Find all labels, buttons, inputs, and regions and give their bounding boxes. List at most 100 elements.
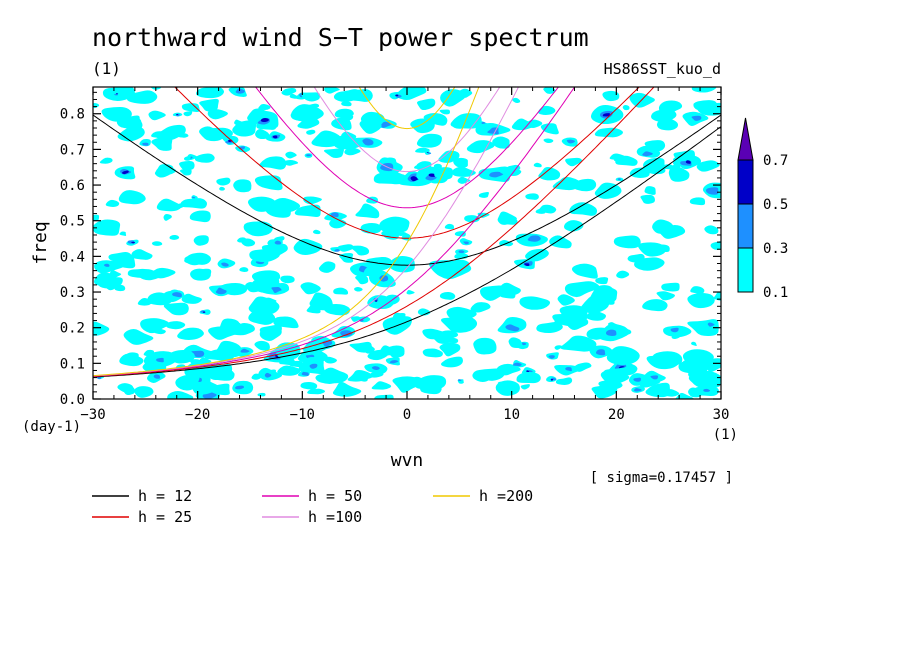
y-tick-label: 0.7 (60, 142, 85, 158)
contour-patch (323, 148, 344, 158)
y-axis-label: freq (30, 221, 51, 264)
contour-patch (102, 277, 123, 291)
contour-patch (470, 302, 491, 313)
contour-patch (272, 135, 278, 139)
contour-patch (508, 337, 523, 349)
contour-patch (312, 229, 321, 235)
contour-patch (293, 238, 323, 255)
contour-patch (367, 349, 389, 361)
contour-patch (559, 177, 582, 190)
contour-patch (235, 88, 245, 94)
contour-patch (284, 159, 299, 166)
contour-patch (379, 216, 410, 233)
contour-patch (198, 357, 212, 364)
contour-patch (257, 392, 266, 397)
contour-patch (652, 219, 674, 234)
contour-patch (199, 98, 219, 112)
contour-patch (183, 111, 193, 117)
contour-patch (243, 221, 273, 237)
contour-patch (93, 321, 110, 336)
contour-patch (362, 138, 374, 146)
contour-patch (543, 138, 554, 144)
contour-patch (573, 362, 592, 372)
contour-patch (449, 259, 470, 275)
contour-patch (355, 274, 369, 285)
contour-patch (324, 87, 340, 94)
contour-patch (274, 240, 282, 245)
contour-patch (393, 174, 406, 183)
contour-patch (670, 327, 679, 333)
contour-patch (337, 244, 354, 252)
contour-patch (184, 255, 207, 266)
contour-patch (516, 371, 541, 384)
contour-patch (290, 104, 324, 122)
x-tick-label: 10 (503, 407, 520, 423)
contour-patch (101, 106, 132, 122)
contour-patch (277, 365, 301, 376)
contour-patch (569, 202, 598, 216)
y-tick-label: 0.5 (60, 214, 85, 230)
contour-patch (289, 360, 304, 368)
contour-patch (642, 299, 668, 312)
contour-patch (466, 140, 495, 154)
contour-patch (156, 357, 164, 363)
contour-patch (147, 292, 173, 306)
contour-patch (261, 297, 277, 305)
contour-patch (379, 275, 389, 282)
contour-patch (560, 335, 597, 352)
contour-patch (103, 263, 110, 267)
contour-patch (643, 157, 666, 175)
contour-patch (281, 87, 297, 96)
contour-patch (340, 330, 353, 337)
contour-patch (99, 157, 113, 164)
contour-patch (478, 192, 489, 198)
contour-patch (366, 256, 393, 271)
contour-patch (511, 118, 538, 131)
y-tick-label: 0.3 (60, 285, 85, 301)
contour-patch (555, 377, 573, 385)
contour-patch (323, 304, 351, 316)
contour-patch (148, 110, 166, 121)
contour-patch (318, 261, 336, 273)
x-tick-label: 20 (608, 407, 625, 423)
contour-patch (264, 372, 272, 378)
contour-patch (552, 312, 582, 327)
contour-patch (463, 241, 469, 245)
contour-patch (307, 388, 326, 395)
contour-patch (602, 90, 620, 102)
y-tick-label: 0.6 (60, 178, 85, 194)
contour-patch (527, 235, 541, 242)
contour-patch (190, 268, 211, 281)
legend-label: h =200 (479, 487, 533, 505)
contour-patch (117, 126, 145, 142)
run-label: HS86SST_kuo_d (604, 60, 721, 78)
contour-patch (166, 321, 186, 330)
contour-patch (526, 370, 530, 373)
contour-patch (548, 355, 555, 359)
contour-patch (617, 178, 622, 181)
contour-patch (426, 152, 429, 153)
contour-patch (140, 318, 170, 334)
contour-patch (566, 139, 575, 144)
contour-patch (172, 292, 183, 298)
contour-patch (422, 348, 443, 358)
contour-patch (179, 160, 195, 171)
contour-patch (645, 382, 670, 398)
contour-patch (615, 155, 638, 166)
contour-patch (565, 157, 583, 167)
contour-patch (306, 129, 316, 135)
contour-patch (441, 316, 478, 333)
contour-patch (440, 89, 466, 107)
colorbar-box (737, 247, 754, 293)
dispersion-curve-mrg (93, 87, 576, 377)
contour-patch (662, 164, 673, 170)
contour-patch (703, 388, 711, 392)
contour-patch (202, 311, 206, 313)
contour-patch (652, 351, 683, 366)
contour-patch (221, 262, 229, 267)
contour-patch (315, 373, 340, 384)
contour-patch (133, 386, 154, 398)
contour-patch (691, 115, 702, 121)
contour-patch (151, 241, 163, 246)
